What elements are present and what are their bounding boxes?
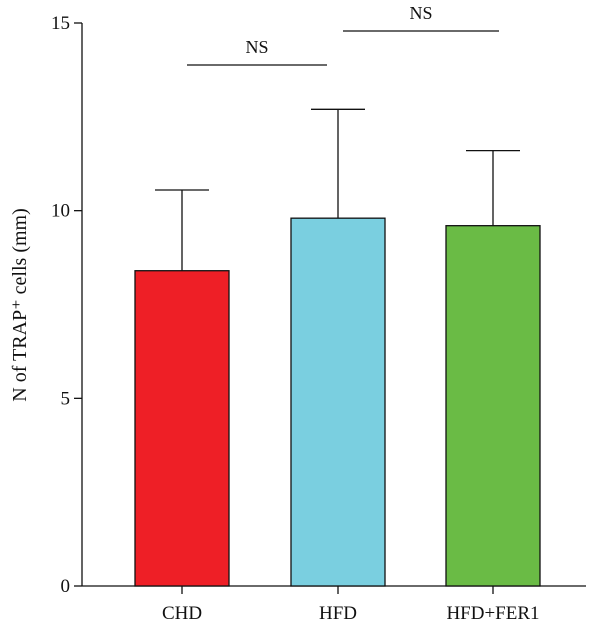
significance-label: NS	[409, 3, 432, 23]
y-axis-title: N of TRAP⁺ cells (mm)	[9, 208, 31, 402]
y-tick-label: 5	[61, 388, 71, 409]
x-category-label: CHD	[162, 603, 202, 624]
y-tick-label: 0	[61, 576, 71, 597]
error-bars	[155, 108, 520, 271]
significance-label: NS	[245, 37, 268, 57]
bars	[134, 217, 541, 587]
x-category-label: HFD	[319, 603, 357, 624]
bar	[445, 225, 541, 587]
y-tick-label: 15	[51, 13, 70, 34]
x-category-label: HFD+FER1	[446, 603, 539, 624]
bar	[290, 217, 386, 587]
y-tick-label: 10	[51, 201, 70, 222]
bar	[134, 270, 230, 587]
significance-annotations: NS NS	[187, 3, 499, 66]
